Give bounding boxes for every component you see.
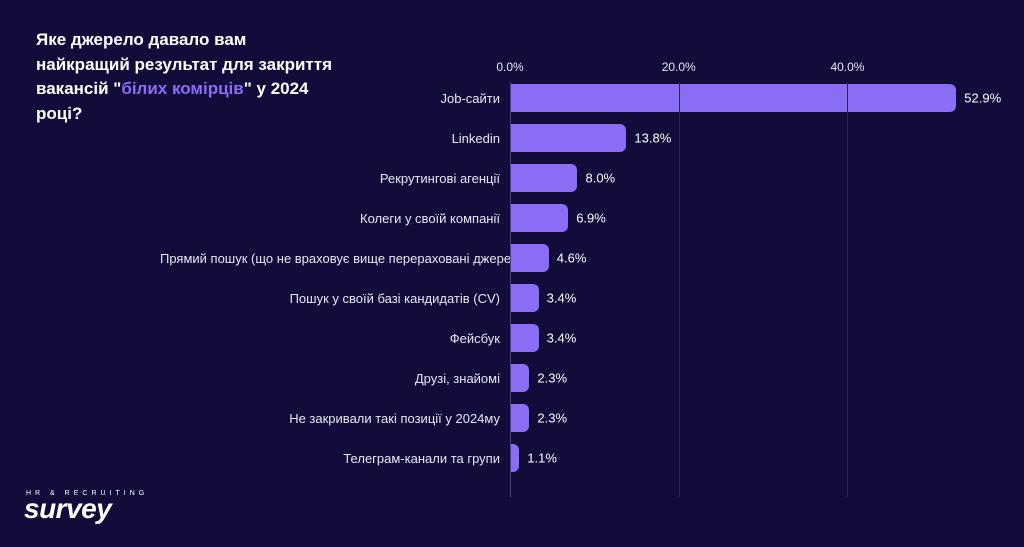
bar-value: 3.4% — [547, 331, 577, 346]
bar-value: 3.4% — [547, 291, 577, 306]
bar-value: 6.9% — [576, 211, 606, 226]
bar-label: Не закривали такі позиції у 2024му — [289, 411, 500, 426]
bar: 52.9% — [510, 84, 956, 112]
bar-row: Колеги у своїй компанії6.9% — [510, 204, 974, 232]
bar-row: Рекрутингові агенції8.0% — [510, 164, 974, 192]
bar-row: Linkedin13.8% — [510, 124, 974, 152]
bar: 8.0% — [510, 164, 577, 192]
bar-row: Фейсбук3.4% — [510, 324, 974, 352]
bar-value: 8.0% — [585, 171, 615, 186]
survey-logo: HR & RECRUITING survey — [24, 490, 148, 525]
bar-row: Job-сайти52.9% — [510, 84, 974, 112]
bar-label: Фейсбук — [450, 331, 500, 346]
bar-row: Не закривали такі позиції у 2024му2.3% — [510, 404, 974, 432]
bar-label: Друзі, знайомі — [415, 371, 500, 386]
bar: 6.9% — [510, 204, 568, 232]
x-axis: 0.0%20.0%40.0% — [510, 60, 974, 78]
grid-line — [847, 82, 848, 497]
bar-value: 2.3% — [537, 371, 567, 386]
bar-label: Linkedin — [452, 131, 500, 146]
bar: 2.3% — [510, 364, 529, 392]
bar-value: 2.3% — [537, 411, 567, 426]
bar-chart: 0.0%20.0%40.0% Job-сайти52.9%Linkedin13.… — [170, 60, 974, 497]
bar: 2.3% — [510, 404, 529, 432]
x-tick-label: 20.0% — [662, 60, 696, 74]
bar-label: Телеграм-канали та групи — [343, 451, 500, 466]
bar: 3.4% — [510, 284, 539, 312]
bar-row: Прямий пошук (що не враховує вище перера… — [510, 244, 974, 272]
bar-value: 1.1% — [527, 451, 557, 466]
bar-row: Пошук у своїй базі кандидатів (CV)3.4% — [510, 284, 974, 312]
bar-row: Телеграм-канали та групи1.1% — [510, 444, 974, 472]
plot-area: Job-сайти52.9% Linkedin13.8% Рекрутингові … — [510, 84, 974, 497]
x-tick-label: 0.0% — [496, 60, 523, 74]
bar-value: 4.6% — [557, 251, 587, 266]
bar: 1.1% — [510, 444, 519, 472]
x-tick-label: 40.0% — [830, 60, 864, 74]
bar-label: Колеги у своїй компанії — [360, 211, 500, 226]
grid-line — [510, 82, 511, 497]
bars-container: Job-сайти52.9% Linkedin13.8% Рекрутингові … — [510, 84, 974, 472]
bar-label: Прямий пошук (що не враховує вище перера… — [160, 251, 500, 266]
bar-label: Job-сайти — [441, 91, 501, 106]
chart-page: Яке джерело давало вам найкращий результ… — [0, 0, 1024, 547]
grid-line — [679, 82, 680, 497]
bar-label: Рекрутингові агенції — [380, 171, 500, 186]
bar: 3.4% — [510, 324, 539, 352]
bar-value: 52.9% — [964, 91, 1001, 106]
bar-label: Пошук у своїй базі кандидатів (CV) — [290, 291, 500, 306]
bar-value: 13.8% — [634, 131, 671, 146]
bar: 13.8% — [510, 124, 626, 152]
bar-row: Друзі, знайомі2.3% — [510, 364, 974, 392]
bar: 4.6% — [510, 244, 549, 272]
logo-main-text: survey — [24, 493, 148, 525]
